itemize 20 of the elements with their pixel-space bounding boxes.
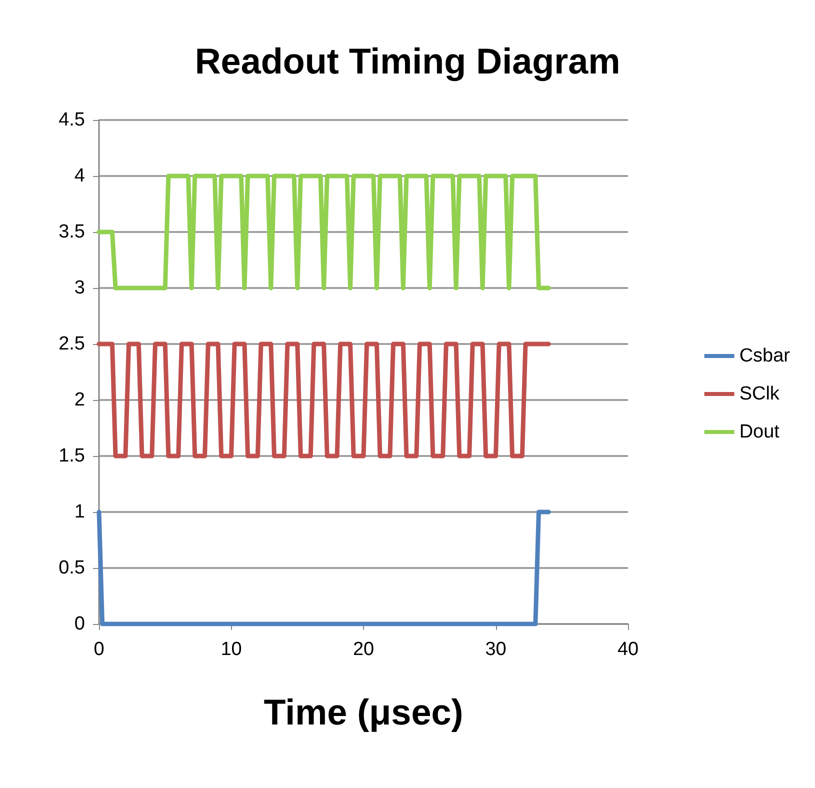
x-tick-label: 0 <box>94 639 104 660</box>
y-tick-label: 2 <box>74 390 85 410</box>
y-tick-label: 2.5 <box>58 334 85 354</box>
legend-label: Dout <box>739 422 780 442</box>
y-tick-label: 1.5 <box>58 446 85 466</box>
y-tick-label: 0.5 <box>58 558 85 578</box>
x-tick-label: 40 <box>617 639 639 660</box>
x-tick-label: 20 <box>352 639 374 660</box>
y-tick-label: 3.5 <box>58 222 85 242</box>
y-tick-label: 3 <box>74 278 85 298</box>
y-tick-label: 1 <box>74 502 85 522</box>
legend-label: SClk <box>739 384 780 404</box>
x-tick-label: 30 <box>485 639 506 660</box>
y-tick-label: 0 <box>74 614 85 634</box>
y-tick-label: 4.5 <box>58 110 85 130</box>
x-tick-label: 10 <box>220 639 242 660</box>
x-axis-title: Time (μsec) <box>264 692 464 732</box>
chart-title: Readout Timing Diagram <box>194 40 620 82</box>
legend-label: Csbar <box>739 346 791 366</box>
y-tick-label: 4 <box>74 166 86 186</box>
